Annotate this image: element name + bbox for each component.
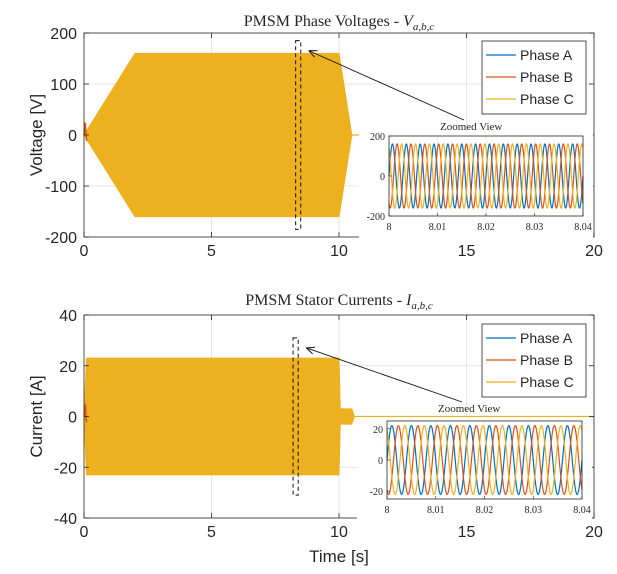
- y-axis-label: Voltage [V]: [27, 94, 46, 176]
- inset-zoom: 8 8.01 8.02 8.03 8.04 20 0 -20: [357, 417, 592, 523]
- zoomed-view-label: Zoomed View: [438, 403, 500, 415]
- chart-title-text: PMSM Phase Voltages -: [244, 13, 403, 30]
- legend-label: Phase C: [520, 374, 574, 390]
- x-tick-label: 10: [330, 524, 348, 541]
- inset-x-tick-label: 8.01: [427, 505, 445, 516]
- inset-wave-phase-b: [388, 143, 584, 209]
- y-tick-label: -20: [54, 460, 77, 477]
- legend-label: Phase A: [520, 330, 573, 346]
- inset-x-tick-label: 8.04: [574, 222, 592, 233]
- legend-label: Phase B: [520, 69, 573, 85]
- inset-y-tick-label: -20: [370, 487, 383, 498]
- inset-y-tick-label: 0: [378, 456, 383, 467]
- chart-title: PMSM Phase Voltages - Va,b,c: [244, 13, 435, 33]
- inset-wave-phase-b: [386, 424, 583, 496]
- zoom-arrow-head: [308, 50, 318, 58]
- y-tick-label: 0: [68, 410, 77, 427]
- inset-wave-phase-a: [388, 143, 584, 209]
- x-tick-label: 5: [207, 524, 216, 541]
- y-tick-label: 100: [50, 77, 77, 94]
- y-axis-label: Current [A]: [27, 375, 46, 457]
- zoom-region-box: [292, 337, 299, 496]
- subplot-voltages: 0 5 10 15 20 200 100 0 -100 -200 PMSM Phase Voltag…: [27, 13, 603, 260]
- zoomed-view-label: Zoomed View: [440, 121, 502, 133]
- x-tick-label: 20: [585, 243, 603, 260]
- legend-label: Phase A: [520, 47, 573, 63]
- inset-wave-phase-c: [388, 143, 584, 209]
- x-tick-label: 0: [80, 243, 89, 260]
- inset-x-tick-label: 8.02: [476, 505, 494, 516]
- subplot-currents: 0 5 10 15 20 40 20 0 -20 -40 PMSM Stator Currents …: [27, 292, 603, 566]
- inset-x-tick-label: 8.02: [477, 222, 495, 233]
- x-tick-label: 15: [458, 243, 476, 260]
- x-tick-label: 15: [458, 524, 476, 541]
- y-tick-label: 0: [68, 128, 77, 145]
- inset-y-tick-label: -200: [367, 212, 385, 223]
- y-tick-label: -200: [45, 230, 77, 247]
- chart-title-text: PMSM Stator Currents -: [245, 292, 406, 309]
- inset-wave-phase-c: [386, 424, 583, 496]
- legend-label: Phase C: [520, 91, 574, 107]
- y-tick-label: 40: [59, 308, 77, 325]
- inset-x-tick-label: 8.03: [525, 505, 543, 516]
- legend-label: Phase B: [520, 352, 573, 368]
- legend: Phase A Phase B Phase C: [481, 323, 587, 398]
- y-tick-label: 20: [59, 359, 77, 376]
- inset-x-tick-label: 8.01: [429, 222, 447, 233]
- inset-zoom: 8 8.01 8.02 8.03 8.04 200 0 -200: [359, 132, 593, 240]
- y-tick-label: -100: [45, 179, 77, 196]
- x-tick-label: 20: [585, 524, 603, 541]
- zoom-region-box: [295, 40, 302, 230]
- inset-x-tick-label: 8.03: [526, 222, 544, 233]
- inset-x-tick-label: 8.04: [573, 505, 591, 516]
- y-tick-label: -40: [54, 511, 77, 528]
- x-tick-label: 5: [207, 243, 216, 260]
- chart-title-symbol: I: [405, 292, 412, 309]
- zoom-arrow-head: [305, 346, 315, 355]
- chart-title-symbol: V: [403, 13, 415, 30]
- x-tick-label: 0: [80, 524, 89, 541]
- chart-title-subscript: a,b,c: [413, 21, 435, 33]
- inset-y-tick-label: 0: [380, 172, 385, 183]
- zoom-arrow-line: [308, 50, 465, 121]
- x-tick-label: 10: [330, 243, 348, 260]
- chart-title: PMSM Stator Currents - Ia,b,c: [245, 292, 433, 312]
- legend: Phase A Phase B Phase C: [481, 40, 587, 115]
- chart-title-subscript: a,b,c: [411, 300, 433, 312]
- y-tick-label: 200: [50, 26, 77, 43]
- inset-wave-phase-a: [386, 424, 583, 496]
- x-axis-label: Time [s]: [309, 547, 369, 566]
- inset-x-tick-label: 8: [387, 222, 392, 233]
- inset-x-tick-label: 8: [385, 505, 390, 516]
- inset-y-tick-label: 200: [370, 132, 385, 143]
- zoom-arrow-line: [306, 347, 463, 403]
- inset-y-tick-label: 20: [373, 425, 383, 436]
